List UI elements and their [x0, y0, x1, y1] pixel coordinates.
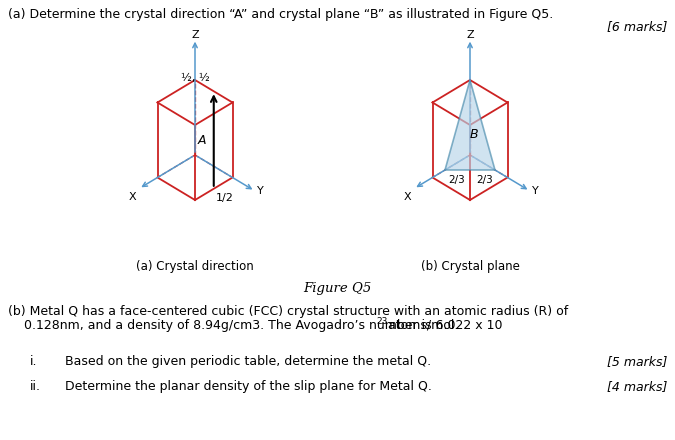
Text: Based on the given periodic table, determine the metal Q.: Based on the given periodic table, deter… — [65, 355, 431, 368]
Text: 1/2: 1/2 — [216, 193, 234, 203]
Text: ½, ½: ½, ½ — [181, 73, 210, 83]
Text: (b) Crystal plane: (b) Crystal plane — [421, 260, 520, 273]
Text: 23: 23 — [376, 317, 387, 326]
Text: Z: Z — [191, 30, 199, 40]
Polygon shape — [445, 80, 495, 170]
Text: X: X — [404, 192, 412, 202]
Text: Determine the planar density of the slip plane for Metal Q.: Determine the planar density of the slip… — [65, 380, 432, 393]
Text: 2/3: 2/3 — [448, 175, 465, 185]
Text: B: B — [469, 128, 478, 141]
Text: 2/3: 2/3 — [477, 175, 493, 185]
Text: (b) Metal Q has a face-centered cubic (FCC) crystal structure with an atomic rad: (b) Metal Q has a face-centered cubic (F… — [8, 305, 568, 318]
Text: X: X — [129, 192, 136, 202]
Text: Y: Y — [532, 186, 539, 196]
Text: (a) Crystal direction: (a) Crystal direction — [136, 260, 254, 273]
Text: [4 marks]: [4 marks] — [607, 380, 667, 393]
Text: A: A — [198, 133, 206, 147]
Text: (a) Determine the crystal direction “A” and crystal plane “B” as illustrated in : (a) Determine the crystal direction “A” … — [8, 8, 554, 21]
Text: i.: i. — [30, 355, 38, 368]
Text: atoms/mol.: atoms/mol. — [384, 319, 458, 332]
Text: 0.128nm, and a density of 8.94g/cm3. The Avogadro’s number is 6.022 x 10: 0.128nm, and a density of 8.94g/cm3. The… — [8, 319, 502, 332]
Text: Z: Z — [466, 30, 474, 40]
Text: ii.: ii. — [30, 380, 41, 393]
Text: [5 marks]: [5 marks] — [607, 355, 667, 368]
Text: Y: Y — [256, 186, 263, 196]
Text: [6 marks]: [6 marks] — [607, 20, 667, 33]
Text: Figure Q5: Figure Q5 — [303, 282, 371, 295]
